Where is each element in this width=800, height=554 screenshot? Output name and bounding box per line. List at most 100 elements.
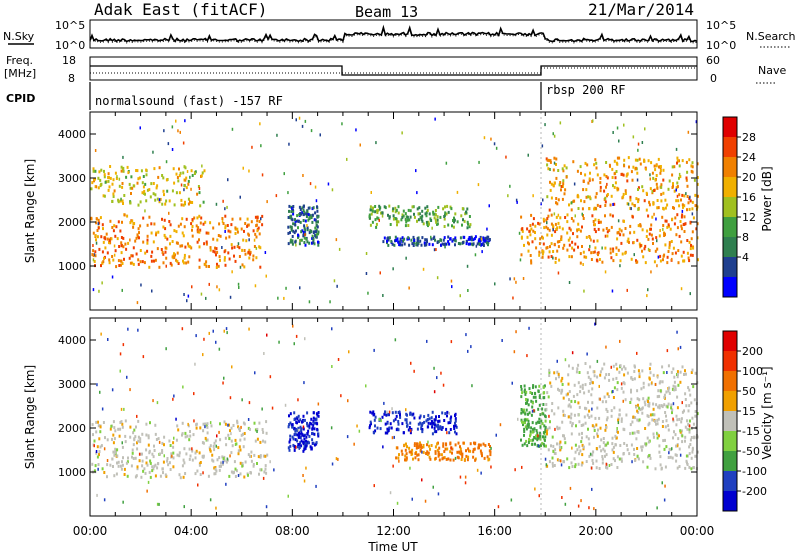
data-point (154, 474, 157, 478)
data-point (647, 400, 649, 403)
noise-point (589, 452, 592, 456)
data-point (434, 451, 437, 455)
data-point (433, 420, 436, 424)
data-point (543, 219, 545, 223)
data-point (189, 245, 192, 249)
noise-point (256, 430, 258, 433)
noise-sky-line (89, 24, 698, 43)
data-point (114, 450, 117, 454)
data-point (696, 222, 699, 226)
noise-point (432, 485, 434, 489)
noise-point (656, 506, 658, 510)
data-point (609, 203, 612, 207)
data-point (292, 437, 295, 441)
data-point (599, 370, 602, 374)
data-point (158, 200, 161, 204)
data-point (610, 463, 613, 466)
noise-point (183, 188, 185, 192)
data-point (120, 467, 123, 471)
data-point (176, 241, 179, 245)
data-point (241, 248, 244, 252)
noise-point (509, 184, 511, 188)
noise-point (526, 354, 528, 358)
data-point (397, 422, 400, 426)
data-point (416, 239, 419, 243)
noise-point (331, 327, 333, 331)
data-point (315, 233, 318, 237)
data-point (312, 411, 315, 415)
data-point (304, 433, 307, 437)
data-point (523, 408, 525, 412)
data-point (482, 236, 485, 240)
data-point (655, 403, 658, 407)
data-point (209, 246, 212, 250)
data-point (418, 416, 421, 420)
data-point (570, 255, 573, 259)
data-point (676, 370, 679, 374)
data-point (597, 221, 600, 224)
data-point (416, 442, 418, 446)
data-point (654, 467, 657, 471)
data-point (159, 197, 162, 201)
noise-point (304, 337, 306, 341)
data-point (658, 434, 660, 438)
noise-point (581, 212, 583, 216)
data-point (141, 452, 143, 456)
data-point (542, 435, 544, 439)
data-point (191, 449, 194, 453)
data-point (293, 418, 296, 421)
data-point (425, 220, 428, 224)
data-point (596, 375, 599, 379)
data-point (96, 455, 99, 459)
data-point (600, 449, 603, 453)
data-point (630, 390, 632, 394)
noise-point (208, 331, 210, 335)
data-point (258, 245, 261, 249)
data-point (646, 414, 649, 418)
data-point (528, 229, 531, 233)
data-point (546, 158, 549, 162)
data-point (414, 452, 417, 456)
data-point (532, 428, 534, 432)
data-point (525, 390, 528, 394)
data-point (617, 231, 620, 235)
data-point (631, 431, 634, 435)
data-point (430, 219, 433, 222)
data-point (202, 422, 205, 426)
noise-point (556, 359, 558, 363)
data-point (419, 421, 422, 425)
data-point (546, 391, 549, 395)
data-point (677, 372, 679, 376)
data-point (651, 237, 654, 241)
data-point (542, 442, 545, 446)
data-point (668, 386, 671, 390)
data-point (570, 416, 573, 420)
data-point (313, 218, 316, 222)
data-point (678, 193, 681, 197)
data-point (691, 165, 694, 169)
data-point (643, 247, 646, 251)
data-point (613, 406, 616, 410)
data-point (131, 455, 133, 459)
noise-point (260, 144, 262, 148)
data-point (659, 259, 662, 263)
data-point (294, 240, 297, 244)
data-point (472, 242, 475, 246)
noise-point (152, 399, 154, 403)
data-point (675, 459, 678, 463)
data-point (316, 205, 318, 209)
data-point (141, 459, 144, 463)
colorbar-segment (723, 277, 737, 297)
noise-point (175, 119, 177, 123)
data-point (692, 385, 695, 389)
noise-point (436, 376, 438, 380)
data-point (116, 454, 119, 458)
data-point (438, 419, 441, 423)
data-point (605, 407, 608, 411)
data-point (434, 218, 437, 222)
data-point (568, 364, 570, 368)
data-point (661, 365, 664, 369)
data-point (457, 456, 460, 460)
data-point (402, 209, 405, 213)
data-point (382, 240, 385, 244)
